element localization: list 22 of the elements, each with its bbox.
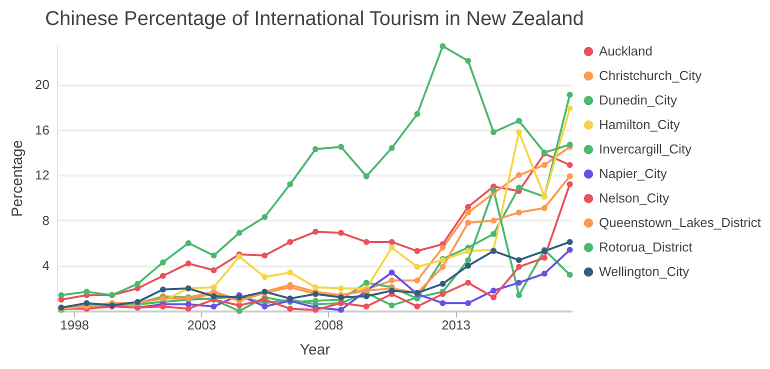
x-tick-label: 2013: [442, 318, 470, 332]
legend-label: Wellington_City: [599, 264, 690, 279]
legend-label: Hamilton_City: [599, 117, 680, 132]
y-tick-label: 20: [35, 77, 50, 92]
chart-title: Chinese Percentage of International Tourism in New Zealand: [45, 8, 584, 30]
y-tick-label: 4: [42, 258, 50, 274]
y-tick-label: 12: [35, 168, 50, 183]
legend-label: Nelson_City: [599, 190, 670, 206]
legend-label: Queenstown_Lakes_District: [599, 215, 762, 230]
y-tick-label: 8: [42, 212, 50, 228]
legend-label: Invercargill_City: [599, 142, 692, 156]
legend-label: Christchurch_City: [599, 68, 702, 83]
legend-label: Dunedin_City: [599, 92, 678, 108]
legend-label: Rotorua_District: [599, 240, 693, 254]
y-tick-label: 16: [35, 122, 50, 138]
x-axis-title: Year: [300, 342, 330, 358]
x-tick-label: 1998: [60, 318, 90, 332]
y-axis-title: Percentage: [9, 140, 26, 217]
x-tick-label: 2003: [187, 318, 216, 332]
legend-label: Napier_City: [599, 166, 668, 181]
legend-label: Auckland: [599, 44, 652, 58]
x-tick-label: 2008: [314, 318, 344, 332]
